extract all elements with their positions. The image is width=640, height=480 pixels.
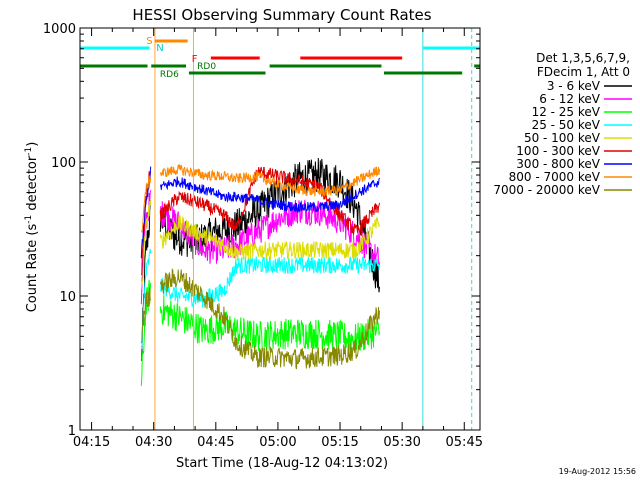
legend-label: 800 - 7000 keV <box>509 170 601 184</box>
x-tick-label: 04:45 <box>197 435 234 450</box>
series-line-0-0 <box>140 200 152 361</box>
series-line-7-0 <box>140 175 152 233</box>
flag-label-rd0: RD0 <box>197 62 216 72</box>
chart-title: HESSI Observing Summary Count Rates <box>132 6 431 24</box>
flag-label-saa: S <box>146 36 152 47</box>
legend-label: 300 - 800 keV <box>516 157 600 171</box>
series-line-6-1 <box>159 176 380 214</box>
legend-label: 12 - 25 keV <box>532 105 601 119</box>
series-line-2-1 <box>159 295 380 352</box>
x-tick-label: 04:15 <box>73 435 110 450</box>
y-axis-label-sup: -1 <box>24 215 34 224</box>
y-axis-label-sup: -1 <box>24 147 34 156</box>
x-tick-label: 05:00 <box>259 435 296 450</box>
legend-label: 7000 - 20000 keV <box>493 183 600 197</box>
y-axis-label-part: ) <box>25 142 40 147</box>
y-tick-label: 1 <box>68 424 76 439</box>
series-line-7-1 <box>159 164 380 198</box>
legend-label: 25 - 50 keV <box>532 118 601 132</box>
series-line-4-0 <box>140 199 152 290</box>
series-line-2-0 <box>140 279 152 386</box>
legend-label: 100 - 300 keV <box>516 144 600 158</box>
series-line-0-1 <box>159 157 380 293</box>
y-axis-label: Count Rate (s-1 detector-1) <box>24 142 40 313</box>
flag-label-flare: F <box>192 54 198 65</box>
y-axis-label-part: Count Rate (s <box>25 224 40 313</box>
legend-label: 6 - 12 keV <box>539 92 601 106</box>
timestamp: 19-Aug-2012 15:56 <box>559 467 636 476</box>
y-tick-label: 1000 <box>43 22 76 37</box>
legend: Det 1,3,5,6,7,9,FDecim 1, Att 03 - 6 keV… <box>493 51 632 197</box>
y-tick-label: 100 <box>51 156 76 171</box>
legend-label: 3 - 6 keV <box>547 79 601 93</box>
legend-label: 50 - 100 keV <box>524 131 601 145</box>
series-line-8-1 <box>159 268 380 370</box>
x-tick-label: 04:30 <box>135 435 172 450</box>
series-line-4-1 <box>159 214 380 261</box>
y-tick-label: 10 <box>59 290 76 305</box>
series-line-8-0 <box>140 287 152 344</box>
flag-label-rd6: RD6 <box>160 70 179 80</box>
x-tick-label: 05:45 <box>446 435 483 450</box>
series-line-3-1 <box>159 255 380 308</box>
y-axis-label-part: detector <box>25 155 40 215</box>
x-axis-label: Start Time (18-Aug-12 04:13:02) <box>176 456 388 471</box>
series-line-6-0 <box>140 166 152 259</box>
x-tick-label: 05:30 <box>383 435 420 450</box>
series-line-5-0 <box>140 171 152 276</box>
legend-header: Det 1,3,5,6,7,9, <box>536 51 630 65</box>
flag-label-night: N <box>156 43 163 54</box>
legend-header: FDecim 1, Att 0 <box>537 65 630 79</box>
x-tick-label: 05:15 <box>321 435 358 450</box>
plot-frame <box>79 27 481 431</box>
series-line-5-1 <box>159 166 380 235</box>
